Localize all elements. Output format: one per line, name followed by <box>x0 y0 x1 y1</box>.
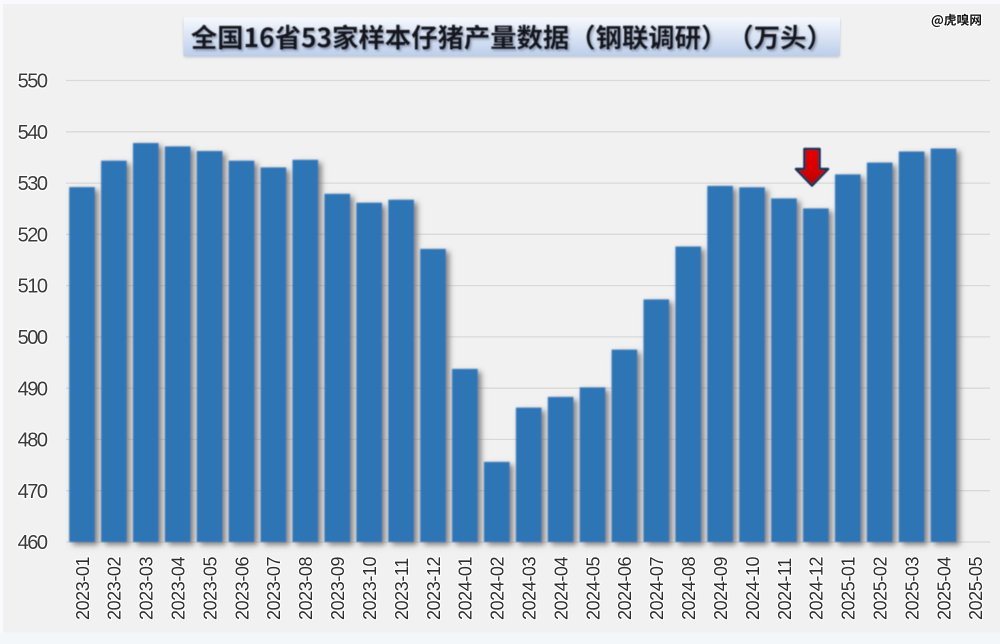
svg-text:2023-12: 2023-12 <box>424 556 444 620</box>
svg-text:490: 490 <box>18 378 48 400</box>
svg-text:2025-04: 2025-04 <box>934 556 954 620</box>
svg-text:510: 510 <box>18 276 48 298</box>
svg-text:2024-12: 2024-12 <box>807 556 827 620</box>
svg-text:460: 460 <box>18 532 48 554</box>
svg-text:470: 470 <box>18 481 48 503</box>
svg-text:2025-01: 2025-01 <box>839 556 859 620</box>
svg-text:500: 500 <box>18 327 48 349</box>
svg-text:2023-09: 2023-09 <box>328 556 348 620</box>
svg-text:550: 550 <box>18 71 48 93</box>
svg-text:530: 530 <box>18 173 48 195</box>
svg-text:2023-07: 2023-07 <box>264 556 284 620</box>
svg-text:2024-05: 2024-05 <box>583 556 603 620</box>
svg-text:2025-03: 2025-03 <box>902 556 922 620</box>
svg-text:2024-02: 2024-02 <box>488 556 508 620</box>
svg-text:520: 520 <box>18 224 48 246</box>
svg-text:2024-01: 2024-01 <box>456 556 476 620</box>
svg-text:2024-03: 2024-03 <box>520 556 540 620</box>
svg-text:2023-02: 2023-02 <box>105 556 125 620</box>
svg-text:2023-11: 2023-11 <box>392 558 412 620</box>
svg-text:2023-01: 2023-01 <box>73 556 93 620</box>
svg-text:2025-05: 2025-05 <box>966 556 986 620</box>
svg-text:2023-05: 2023-05 <box>200 556 220 620</box>
svg-text:2024-08: 2024-08 <box>679 556 699 620</box>
svg-text:2023-10: 2023-10 <box>360 556 380 620</box>
svg-text:2025-02: 2025-02 <box>871 556 891 620</box>
svg-text:2023-06: 2023-06 <box>232 556 252 620</box>
svg-text:480: 480 <box>18 430 48 452</box>
svg-text:2023-08: 2023-08 <box>296 556 316 620</box>
svg-text:2024-07: 2024-07 <box>647 556 667 620</box>
svg-text:2023-03: 2023-03 <box>137 556 157 620</box>
svg-text:2023-04: 2023-04 <box>169 556 189 620</box>
svg-text:2024-11: 2024-11 <box>775 558 795 620</box>
svg-text:540: 540 <box>18 122 48 144</box>
svg-text:2024-09: 2024-09 <box>711 556 731 620</box>
svg-text:2024-04: 2024-04 <box>551 556 571 620</box>
svg-text:2024-10: 2024-10 <box>743 556 763 620</box>
svg-text:2024-06: 2024-06 <box>615 556 635 620</box>
